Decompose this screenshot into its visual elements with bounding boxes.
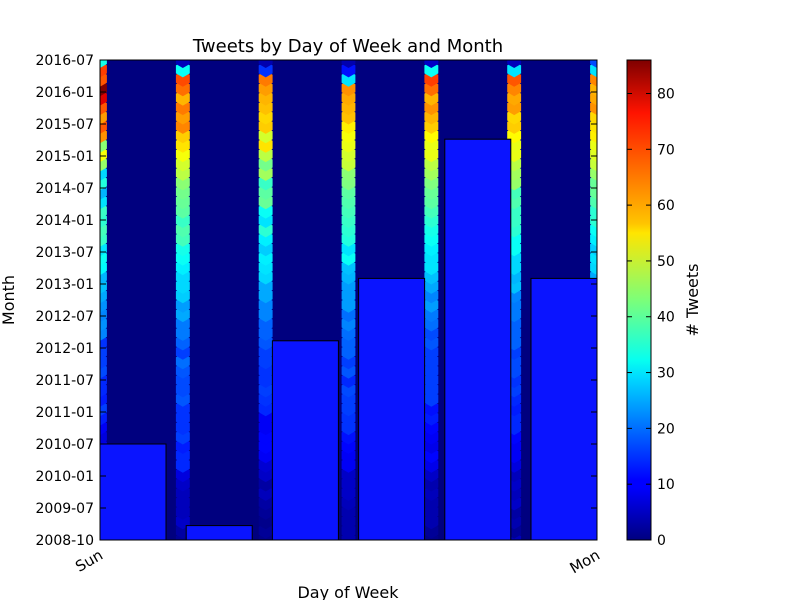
y-tick-label: 2015-07 [36,117,95,133]
hexbin-cell [175,60,190,68]
colorbar [626,59,652,541]
y-tick-label: 2010-07 [36,437,95,453]
x-tick-label: Mon [567,546,603,577]
hexbin-cell [590,60,597,68]
colorbar-tick-label: 0 [657,533,666,549]
colorbar-tick-label: 10 [657,477,675,493]
y-tick-label: 2015-01 [36,149,95,165]
colorbar-tick-label: 50 [657,254,675,270]
hexbin-cell [258,60,273,68]
colorbar-tick-label: 70 [657,142,675,158]
y-tick-label: 2012-01 [36,341,95,357]
y-tick-label: 2010-01 [36,469,95,485]
y-tick-label: 2012-07 [36,309,95,325]
bar [185,525,253,540]
y-tick-label: 2016-01 [36,85,95,101]
colorbar-tick-label: 20 [657,421,675,437]
y-tick-label: 2013-07 [36,245,95,261]
y-tick-label: 2011-07 [36,373,95,389]
x-axis-label: Day of Week [297,583,399,600]
y-tick-label: 2016-07 [36,53,95,69]
y-axis: 2008-10 2009-07 2010-01 2010-07 2011-01 2011-… [36,53,597,549]
bar [271,340,339,540]
y-axis-label: Month [0,275,18,325]
y-tick-label: 2011-01 [36,405,95,421]
bar [358,277,426,540]
hexbin-cell [100,60,107,68]
bar [530,277,597,540]
y-tick-label: 2014-07 [36,181,95,197]
bar [100,443,167,540]
colorbar-ticks: 0 10 20 30 40 50 60 70 80 [627,86,675,549]
colorbar-tick-label: 60 [657,198,675,214]
colorbar-label: # Tweets [683,264,702,337]
bar-layer [100,138,597,540]
colorbar-tick-label: 40 [657,310,675,326]
bar [444,138,512,540]
colorbar-tick-label: 30 [657,366,675,382]
y-tick-label: 2009-07 [36,501,95,517]
hexbin-cell [507,60,522,68]
y-tick-label: 2013-01 [36,277,95,293]
x-tick-label: Sun [72,546,106,576]
plot-frame [99,59,598,541]
chart-title: Tweets by Day of Week and Month [192,36,503,57]
hexbin-cell [341,60,356,68]
y-tick-label: 2014-01 [36,213,95,229]
colorbar-tick-label: 80 [657,86,675,102]
hexbin-cell [424,60,439,68]
y-tick-label: 2008-10 [36,533,95,549]
